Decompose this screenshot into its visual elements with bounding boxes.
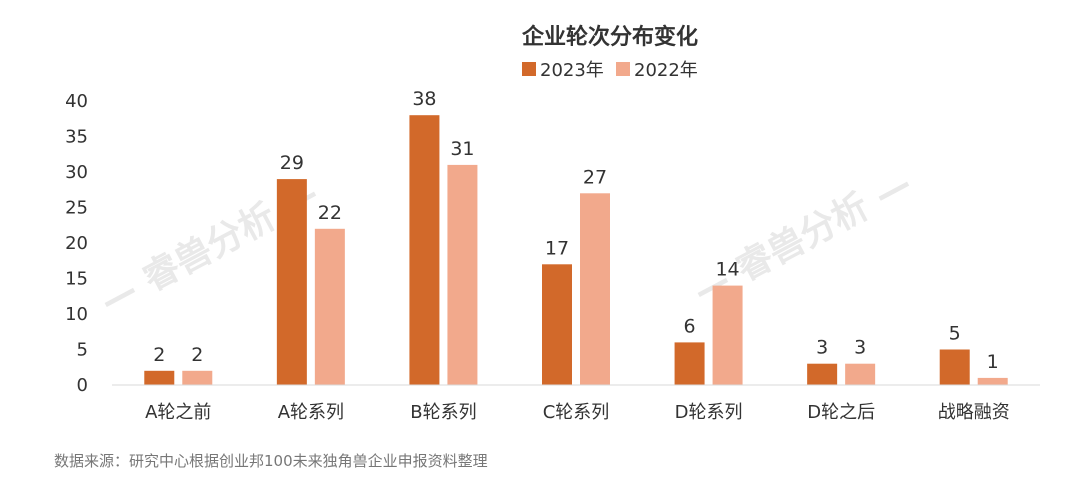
legend-label-2023: 2023年 xyxy=(540,60,604,81)
y-tick-label: 0 xyxy=(77,375,88,396)
x-category-label: B轮系列 xyxy=(410,402,476,423)
bar-2023 xyxy=(807,363,838,385)
data-label: 38 xyxy=(412,88,436,110)
data-label: 1 xyxy=(987,351,999,373)
y-tick-label: 40 xyxy=(65,91,88,112)
data-label: 22 xyxy=(318,202,342,224)
bar-2022 xyxy=(845,363,876,385)
x-category-label: A轮系列 xyxy=(278,402,344,423)
bar-2022 xyxy=(447,164,478,385)
bar-2022 xyxy=(182,370,213,385)
legend-swatch-2023 xyxy=(522,62,536,76)
data-label: 17 xyxy=(545,237,569,259)
legend-label-2022: 2022年 xyxy=(634,60,698,81)
data-label: 6 xyxy=(684,315,696,337)
bar-2023 xyxy=(674,342,705,385)
data-label: 14 xyxy=(715,259,739,281)
data-label: 2 xyxy=(153,344,165,366)
bar-2023 xyxy=(144,370,175,385)
bar-2022 xyxy=(314,228,345,385)
x-category-label: A轮之前 xyxy=(145,402,211,423)
bar-2022 xyxy=(580,193,610,385)
y-tick-label: 5 xyxy=(77,340,88,361)
data-label: 2 xyxy=(191,344,203,366)
legend: 2023年 2022年 xyxy=(522,60,698,81)
source-note: 数据来源：研究中心根据创业邦100未来独角兽企业申报资料整理 xyxy=(54,452,488,470)
bar-2023 xyxy=(939,349,970,385)
data-label: 3 xyxy=(854,337,866,359)
bar-2023 xyxy=(409,115,440,385)
bar-2023 xyxy=(542,264,572,385)
y-tick-label: 20 xyxy=(65,233,88,254)
bar-2023 xyxy=(276,179,307,385)
data-label: 27 xyxy=(583,166,607,188)
y-tick-label: 10 xyxy=(65,304,88,325)
data-label: 31 xyxy=(450,138,474,160)
y-tick-label: 25 xyxy=(65,198,88,219)
bar-2022 xyxy=(712,285,743,385)
y-tick-label: 30 xyxy=(65,162,88,183)
watermark-layer: — 睿兽分析 — — 睿兽分析 — xyxy=(94,163,919,322)
chart-title: 企业轮次分布变化 xyxy=(521,24,698,50)
bars xyxy=(144,115,1008,385)
y-tick-label: 35 xyxy=(65,127,88,148)
x-category-label: D轮系列 xyxy=(675,402,743,423)
legend-swatch-2022 xyxy=(616,62,630,76)
x-category-label: 战略融资 xyxy=(938,402,1010,423)
x-axis: A轮之前 A轮系列 B轮系列 C轮系列 D轮系列 D轮之后 战略融资 xyxy=(145,402,1010,423)
x-category-label: D轮之后 xyxy=(807,402,875,423)
y-tick-label: 15 xyxy=(65,269,88,290)
data-label: 29 xyxy=(280,152,304,174)
data-label: 5 xyxy=(949,323,961,345)
bar-2022 xyxy=(977,377,1008,385)
y-axis: 0 5 10 15 20 25 30 35 40 xyxy=(65,91,88,396)
x-category-label: C轮系列 xyxy=(543,402,610,423)
data-label: 3 xyxy=(816,337,828,359)
